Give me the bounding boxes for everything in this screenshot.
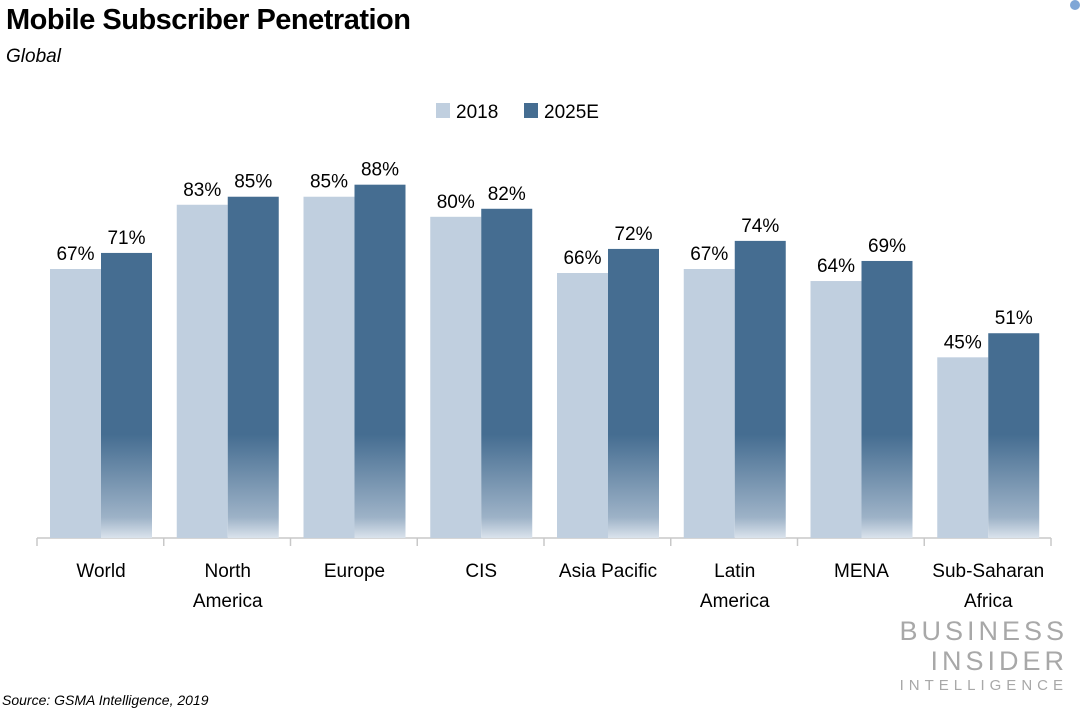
data-label: 64% [817, 256, 855, 277]
data-label: 82% [488, 184, 526, 205]
business-insider-logo: BUSINESS INSIDER INTELLIGENCE [899, 616, 1068, 694]
bar-2018 [557, 273, 608, 538]
data-label: 45% [944, 332, 982, 353]
bar-2025E [227, 196, 279, 538]
bar-2018 [303, 196, 355, 538]
bar-2018 [50, 268, 101, 538]
legend-swatch [524, 103, 538, 118]
x-tick-label: MENA [834, 561, 889, 582]
bar-2018 [430, 216, 482, 539]
data-label: 85% [234, 172, 272, 193]
bar-2018 [176, 204, 228, 538]
x-tick-label: Europe [324, 561, 385, 582]
legend-swatch [436, 103, 450, 118]
chart-subtitle: Global [6, 46, 61, 67]
x-tick-label: CIS [465, 561, 497, 582]
data-label: 74% [741, 216, 779, 237]
data-label: 85% [310, 172, 348, 193]
data-label: 67% [56, 244, 94, 265]
bar-2025E [988, 333, 1040, 538]
bar-2025E [101, 252, 152, 538]
data-label: 80% [437, 192, 475, 213]
data-label: 71% [107, 228, 145, 249]
data-label: 88% [361, 160, 399, 181]
expand-icon[interactable] [1070, 0, 1080, 10]
data-label: 67% [690, 244, 728, 265]
legend-label: 2025E [544, 102, 599, 123]
x-tick-label: America [700, 591, 770, 612]
data-label: 69% [868, 236, 906, 257]
data-label: 72% [614, 224, 652, 245]
data-label: 66% [563, 248, 601, 269]
bar-2025E [861, 260, 913, 538]
x-tick-label: Africa [964, 591, 1013, 612]
x-tick-label: Asia Pacific [559, 561, 657, 582]
x-tick-label: Latin [714, 561, 755, 582]
data-label: 51% [995, 308, 1033, 329]
x-tick-label: America [193, 591, 263, 612]
x-tick-label: World [76, 561, 125, 582]
data-label: 83% [183, 180, 221, 201]
bar-2018 [683, 268, 735, 538]
legend-label: 2018 [456, 102, 498, 123]
bar-2025E [608, 248, 659, 539]
bar-2018 [810, 281, 862, 538]
source-note: Source: GSMA Intelligence, 2019 [2, 692, 209, 708]
bar-2025E [354, 184, 406, 538]
bar-2025E [734, 240, 786, 538]
bar-2018 [937, 357, 989, 538]
bar-2025E [481, 208, 533, 538]
x-tick-label: Sub-Saharan [932, 561, 1044, 582]
chart-title: Mobile Subscriber Penetration [6, 4, 411, 36]
x-tick-label: North [205, 561, 251, 582]
